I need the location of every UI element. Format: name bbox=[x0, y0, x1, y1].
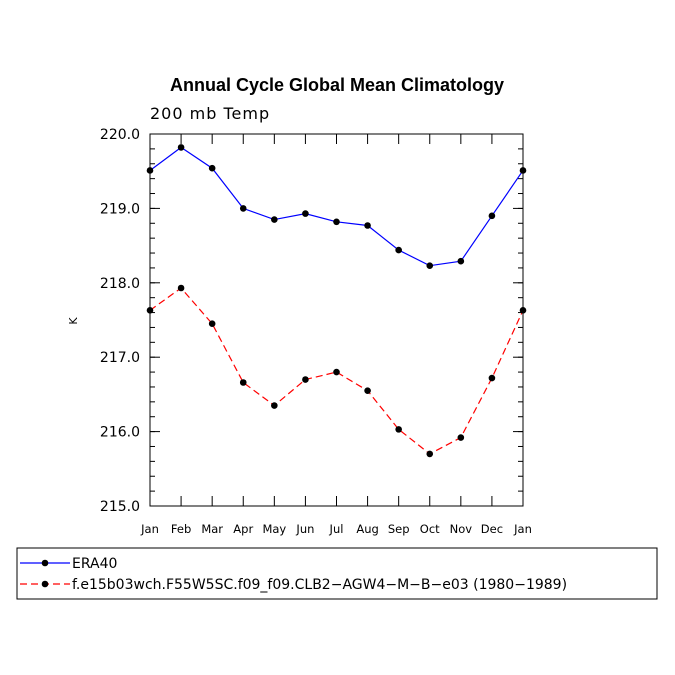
series-0-point bbox=[177, 144, 185, 151]
y-tick-label: 215.0 bbox=[100, 499, 140, 515]
series-1-point bbox=[426, 450, 434, 458]
series-1-point bbox=[208, 320, 216, 328]
series-0-point bbox=[239, 205, 247, 212]
legend-label-era40: ERA40 bbox=[72, 556, 117, 572]
series-1-point bbox=[488, 374, 496, 382]
x-tick-label: Jan bbox=[140, 522, 159, 536]
series-layer bbox=[146, 144, 527, 458]
x-tick-labels: Jan Feb Mar Apr May Jun Jul Aug Sep Oct Nov Dec Jan bbox=[140, 522, 532, 536]
legend: ERA40 f.e15b03wch.F55W5SC.f09_f09.CLB2−A… bbox=[16, 547, 658, 600]
series-1-point bbox=[271, 402, 278, 409]
series-0-point bbox=[488, 212, 496, 220]
series-0-point bbox=[302, 210, 309, 217]
series-0-point bbox=[395, 246, 402, 254]
series-1-point bbox=[364, 387, 371, 394]
x-tick-label: Nov bbox=[450, 522, 473, 536]
x-tick-label: Jul bbox=[329, 522, 344, 536]
series-1-point bbox=[239, 379, 247, 386]
y-tick-label: 216.0 bbox=[100, 425, 140, 441]
x-tick-label: Sep bbox=[388, 522, 410, 536]
x-tick-label: Aug bbox=[356, 522, 378, 536]
x-tick-label: Jun bbox=[295, 522, 314, 536]
x-tick-label: Jan bbox=[513, 522, 532, 536]
plot-frame bbox=[149, 133, 524, 507]
series-0-point bbox=[208, 164, 216, 172]
series-0-point bbox=[333, 218, 340, 226]
chart-title: Annual Cycle Global Mean Climatology bbox=[170, 75, 504, 95]
x-tick-label: Feb bbox=[171, 522, 191, 536]
y-tick-label: 218.0 bbox=[100, 276, 140, 292]
series-1-point bbox=[333, 368, 340, 376]
series-0-point bbox=[271, 216, 278, 223]
chart-subtitle: 200 mb Temp bbox=[150, 104, 270, 123]
series-0-point bbox=[426, 262, 434, 269]
x-tick-label: May bbox=[262, 522, 286, 536]
y-tick-labels: 215.0 216.0 217.0 218.0 219.0 220.0 bbox=[100, 127, 140, 515]
y-tick-label: 217.0 bbox=[100, 350, 140, 366]
series-0-point bbox=[364, 222, 371, 229]
y-tick-label: 220.0 bbox=[100, 127, 140, 143]
x-tick-label: Dec bbox=[481, 522, 503, 536]
legend-label-model: f.e15b03wch.F55W5SC.f09_f09.CLB2−AGW4−M−… bbox=[72, 577, 567, 593]
y-axis-label: K bbox=[67, 317, 80, 325]
series-line-0 bbox=[149, 146, 524, 267]
x-tick-label: Mar bbox=[201, 522, 223, 536]
y-tick-label: 219.0 bbox=[100, 201, 140, 217]
series-1-point bbox=[177, 284, 185, 292]
series-1-point bbox=[457, 434, 465, 441]
series-1-point bbox=[302, 376, 309, 383]
x-tick-label: Apr bbox=[233, 522, 253, 536]
legend-box bbox=[16, 547, 658, 600]
series-0-point bbox=[457, 257, 465, 265]
legend-marker-era40 bbox=[41, 559, 49, 567]
legend-marker-model bbox=[41, 580, 49, 588]
series-1-point bbox=[395, 426, 402, 433]
axis-ticks bbox=[149, 133, 524, 507]
x-tick-label: Oct bbox=[420, 522, 440, 536]
